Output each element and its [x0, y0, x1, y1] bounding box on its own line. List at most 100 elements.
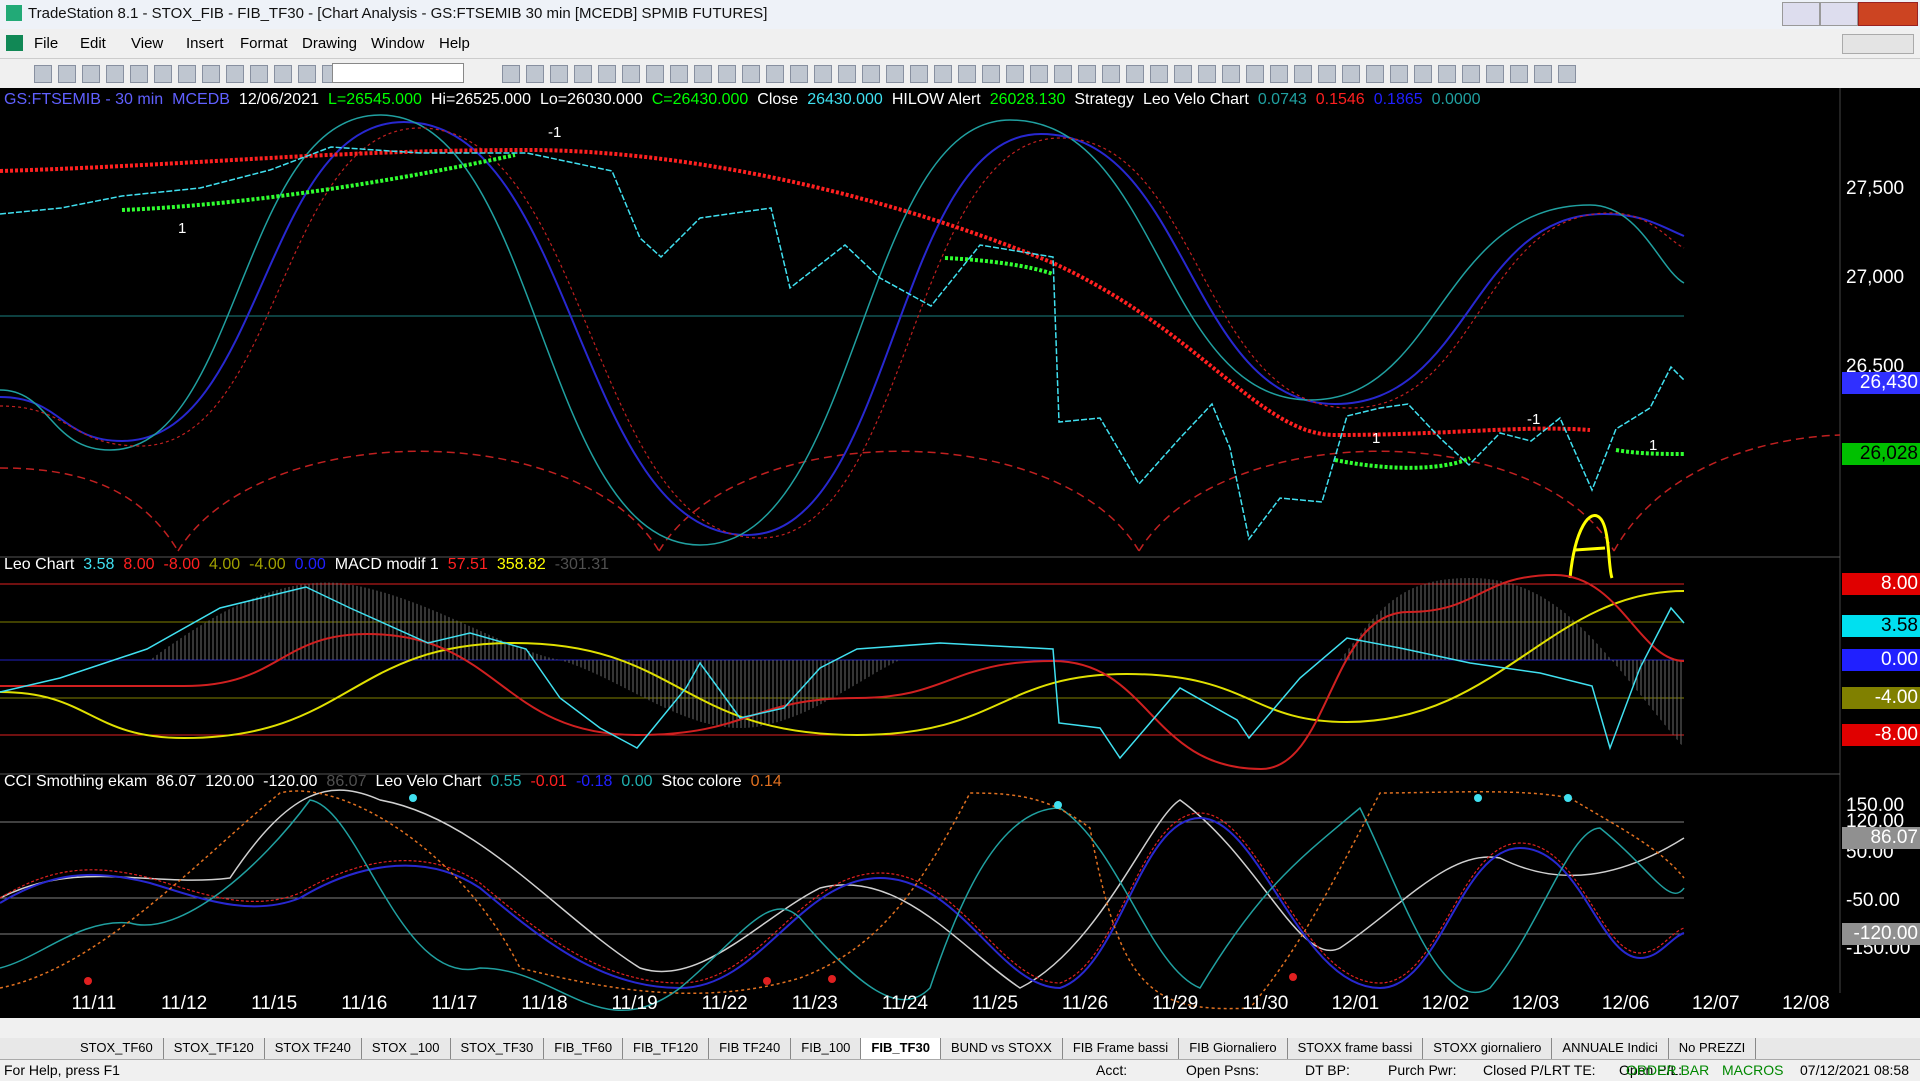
- toolbar-button[interactable]: [574, 65, 592, 83]
- maximize-button[interactable]: [1820, 2, 1858, 26]
- toolbar-button[interactable]: [526, 65, 544, 83]
- toolbar-button[interactable]: [298, 65, 316, 83]
- toolbar-button[interactable]: [862, 65, 880, 83]
- toolbar-button[interactable]: [34, 65, 52, 83]
- legend-item: Leo Velo Chart: [375, 773, 482, 790]
- toolbar-button[interactable]: [1462, 65, 1480, 83]
- toolbar-button[interactable]: [598, 65, 616, 83]
- toolbar-button[interactable]: [1342, 65, 1360, 83]
- sheet-tab[interactable]: FIB TF240: [709, 1038, 792, 1059]
- toolbar-button[interactable]: [58, 65, 76, 83]
- order-bar[interactable]: ORDER BAR: [1626, 1062, 1710, 1078]
- sheet-tab[interactable]: No PREZZI: [1669, 1038, 1757, 1059]
- toolbar-button[interactable]: [670, 65, 688, 83]
- sheet-tab[interactable]: FIB_TF60: [544, 1038, 624, 1059]
- toolbar-button[interactable]: [982, 65, 1000, 83]
- toolbar-button[interactable]: [1246, 65, 1264, 83]
- sheet-tab[interactable]: STOX _100: [362, 1038, 451, 1059]
- menu-item[interactable]: Format: [240, 35, 288, 52]
- legend-item: 4.00: [209, 556, 241, 573]
- menu-item[interactable]: File: [34, 35, 59, 52]
- toolbar-button[interactable]: [1198, 65, 1216, 83]
- toolbar-button[interactable]: [934, 65, 952, 83]
- close-button[interactable]: [1858, 2, 1918, 26]
- toolbar-button[interactable]: [1222, 65, 1240, 83]
- horizontal-scrollbar[interactable]: [0, 1018, 1920, 1038]
- legend-item: 120.00: [205, 773, 255, 790]
- legend-item: GS:FTSEMIB - 30 min: [4, 91, 164, 108]
- toolbar-button[interactable]: [766, 65, 784, 83]
- minimize-button[interactable]: [1782, 2, 1820, 26]
- toolbar-button[interactable]: [1078, 65, 1096, 83]
- toolbar-button[interactable]: [1102, 65, 1120, 83]
- toolbar-button[interactable]: [694, 65, 712, 83]
- sheet-tab[interactable]: ANNUALE Indici: [1552, 1038, 1669, 1059]
- sheet-tab[interactable]: STOXX giornaliero: [1423, 1038, 1553, 1059]
- toolbar-button[interactable]: [106, 65, 124, 83]
- sheet-tab[interactable]: STOX_TF30: [451, 1038, 545, 1059]
- toolbar-button[interactable]: [958, 65, 976, 83]
- toolbar-button[interactable]: [910, 65, 928, 83]
- toolbar-button[interactable]: [1126, 65, 1144, 83]
- macros[interactable]: MACROS: [1722, 1062, 1784, 1078]
- toolbar-button[interactable]: [82, 65, 100, 83]
- status-field: Open Psns:: [1186, 1062, 1260, 1078]
- sheet-tab[interactable]: FIB_TF120: [623, 1038, 710, 1059]
- toolbar-button[interactable]: [1558, 65, 1576, 83]
- toolbar-button[interactable]: [202, 65, 220, 83]
- toolbar-button[interactable]: [814, 65, 832, 83]
- toolbar-button[interactable]: [250, 65, 268, 83]
- legend-item: 358.82: [496, 556, 546, 573]
- toolbar-button[interactable]: [1150, 65, 1168, 83]
- menu-item[interactable]: Drawing: [302, 35, 358, 52]
- menu-item[interactable]: Help: [439, 35, 470, 52]
- symbol-combo[interactable]: [332, 63, 464, 83]
- menu-item[interactable]: Window: [371, 35, 425, 52]
- toolbar-button[interactable]: [718, 65, 736, 83]
- date-label: 12/03: [1511, 993, 1560, 1014]
- sheet-tab[interactable]: FIB Giornaliero: [1179, 1038, 1288, 1059]
- toolbar-button[interactable]: [1438, 65, 1456, 83]
- toolbar-button[interactable]: [226, 65, 244, 83]
- toolbar-button[interactable]: [274, 65, 292, 83]
- date-label: 11/18: [521, 993, 568, 1014]
- toolbar-button[interactable]: [1414, 65, 1432, 83]
- sheet-tab[interactable]: BUND vs STOXX: [941, 1038, 1063, 1059]
- toolbar-button[interactable]: [1174, 65, 1192, 83]
- toolbar-button[interactable]: [838, 65, 856, 83]
- toolbar-button[interactable]: [1054, 65, 1072, 83]
- toolbar-button[interactable]: [502, 65, 520, 83]
- toolbar-button[interactable]: [886, 65, 904, 83]
- toolbar-button[interactable]: [622, 65, 640, 83]
- sheet-tab[interactable]: FIB Frame bassi: [1063, 1038, 1180, 1059]
- toolbar-button[interactable]: [1318, 65, 1336, 83]
- toolbar-button[interactable]: [1534, 65, 1552, 83]
- toolbar-button[interactable]: [1270, 65, 1288, 83]
- menu-item[interactable]: View: [131, 35, 164, 52]
- sheet-tab[interactable]: FIB_100: [791, 1038, 862, 1059]
- sheet-tab[interactable]: STOX TF240: [265, 1038, 362, 1059]
- toolbar-button[interactable]: [550, 65, 568, 83]
- sheet-tab[interactable]: FIB_TF30: [861, 1038, 941, 1059]
- toolbar-button[interactable]: [790, 65, 808, 83]
- toolbar-button[interactable]: [742, 65, 760, 83]
- toolbar-button[interactable]: [1006, 65, 1024, 83]
- toolbar-button[interactable]: [646, 65, 664, 83]
- toolbar-button[interactable]: [178, 65, 196, 83]
- menu-item[interactable]: Insert: [186, 35, 224, 52]
- toolbar-button[interactable]: [154, 65, 172, 83]
- toolbar-button[interactable]: [1486, 65, 1504, 83]
- axis-label: 120.00: [1846, 811, 1905, 832]
- sheet-tab[interactable]: STOX_TF120: [164, 1038, 265, 1059]
- legend-item: 0.0000: [1431, 91, 1481, 108]
- toolbar-button[interactable]: [1510, 65, 1528, 83]
- sheet-tab[interactable]: STOXX frame bassi: [1288, 1038, 1424, 1059]
- toolbar-button[interactable]: [1390, 65, 1408, 83]
- value-box: -120.00: [1842, 923, 1920, 945]
- toolbar-button[interactable]: [130, 65, 148, 83]
- sheet-tab[interactable]: STOX_TF60: [70, 1038, 164, 1059]
- toolbar-button[interactable]: [1294, 65, 1312, 83]
- menu-item[interactable]: Edit: [80, 35, 106, 52]
- toolbar-button[interactable]: [1366, 65, 1384, 83]
- toolbar-button[interactable]: [1030, 65, 1048, 83]
